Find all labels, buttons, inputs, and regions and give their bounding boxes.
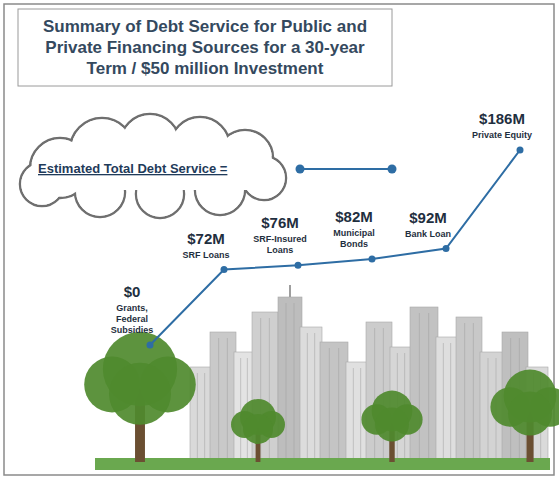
category-label: MunicipalBonds: [333, 228, 375, 249]
tree-crown: [243, 414, 273, 444]
legend: Estimated Total Debt Service =: [20, 114, 397, 218]
building: [320, 342, 348, 462]
building-stripe: [374, 328, 375, 458]
legend-marker: [296, 165, 305, 174]
building-stripe: [286, 303, 287, 458]
ground: [95, 458, 550, 470]
building-stripe: [450, 343, 451, 458]
building-stripe: [338, 348, 339, 458]
building-stripe: [227, 338, 228, 458]
building-stripe: [353, 368, 354, 458]
building-stripe: [314, 333, 315, 458]
category-label: Private Equity: [472, 130, 532, 140]
building-stripe: [428, 313, 429, 458]
legend-marker: [388, 165, 397, 174]
data-label: $76M: [261, 214, 299, 231]
data-label: $92M: [409, 209, 447, 226]
chart: Summary of Debt Service for Public andPr…: [0, 0, 559, 480]
building-spire: [289, 285, 291, 297]
building-stripe: [307, 333, 308, 458]
building-stripe: [240, 358, 241, 458]
category-label: SRF Loans: [182, 250, 229, 260]
scenery: [84, 285, 559, 470]
building-stripe: [294, 303, 295, 458]
building: [410, 307, 438, 462]
building: [456, 317, 482, 462]
building-stripe: [488, 358, 489, 458]
tree-crown: [375, 408, 409, 442]
building-stripe: [360, 368, 361, 458]
building-stripe: [443, 343, 444, 458]
data-label: $0: [124, 283, 141, 300]
point: [517, 147, 524, 154]
point: [295, 262, 302, 269]
building: [210, 332, 236, 462]
category-label: Bank Loan: [405, 229, 451, 239]
building-stripe: [419, 313, 420, 458]
building-stripe: [218, 338, 219, 458]
building: [436, 337, 458, 462]
legend-swatch: [300, 168, 392, 170]
building: [278, 297, 302, 462]
point: [147, 342, 154, 349]
data-label: $72M: [187, 230, 225, 247]
tree-crown: [109, 363, 171, 425]
data-label: $186M: [479, 110, 525, 127]
building-stripe: [197, 373, 198, 458]
building-stripe: [329, 348, 330, 458]
title-group: Summary of Debt Service for Public andPr…: [18, 9, 392, 86]
point: [443, 245, 450, 252]
point: [369, 256, 376, 263]
title: Summary of Debt Service for Public andPr…: [43, 17, 367, 78]
category-label: Grants,FederalSubsidies: [111, 303, 154, 335]
building-stripe: [473, 323, 474, 458]
tree-crown: [508, 392, 552, 436]
legend-label: Estimated Total Debt Service =: [38, 161, 228, 176]
building: [300, 327, 322, 462]
point: [221, 266, 228, 273]
building-stripe: [204, 373, 205, 458]
frame: [4, 4, 554, 475]
title-box: [18, 9, 392, 86]
category-label: SRF-InsuredLoans: [253, 234, 307, 255]
building-stripe: [464, 323, 465, 458]
labels: Grants,FederalSubsidies $0 SRF Loans $72M SR…: [111, 110, 532, 335]
data-label: $82M: [335, 208, 373, 225]
